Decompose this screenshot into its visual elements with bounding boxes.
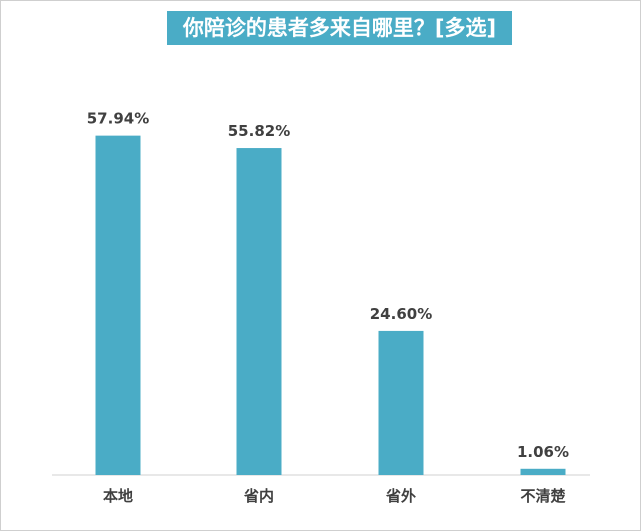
category-label-2: 省外 (385, 487, 416, 505)
bars-group (95, 135, 566, 475)
bar-1 (236, 148, 282, 475)
category-label-3: 不清楚 (520, 487, 566, 505)
bar-0 (95, 135, 141, 475)
value-label-0: 57.94% (87, 110, 149, 128)
category-label-1: 省内 (243, 487, 274, 505)
value-label-3: 1.06% (517, 443, 569, 461)
value-labels-group: 57.94% 55.82% 24.60% 1.06% (87, 110, 569, 461)
bar-2 (378, 330, 424, 475)
category-labels-group: 本地 省内 省外 不清楚 (103, 487, 567, 505)
chart-title: 你陪诊的患者多来自哪里？[多选] (167, 11, 512, 45)
bar-3 (520, 468, 566, 475)
value-label-1: 55.82% (228, 122, 290, 140)
value-label-2: 24.60% (370, 305, 432, 323)
category-label-0: 本地 (103, 487, 133, 505)
